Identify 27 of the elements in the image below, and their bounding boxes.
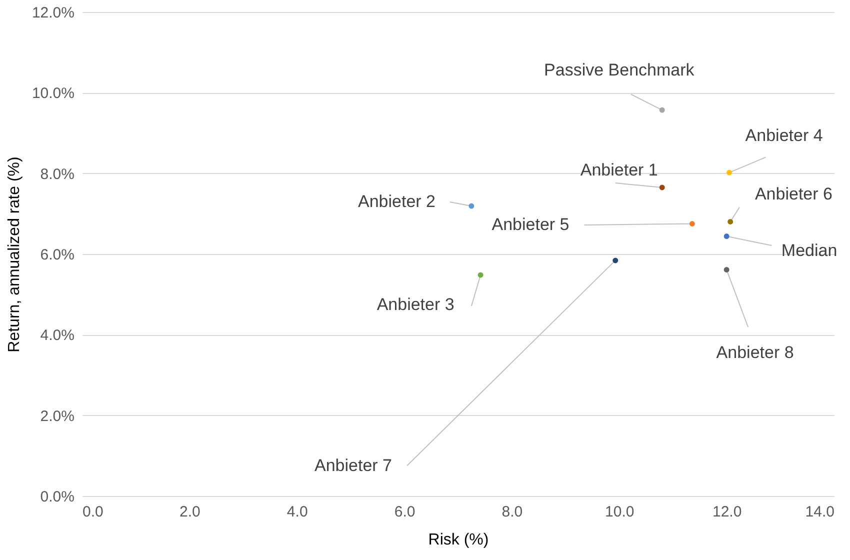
series-label: Anbieter 3 [376, 295, 454, 314]
y-tick-label: 12.0% [32, 4, 74, 22]
text: Anbieter 5 [492, 214, 570, 234]
series-label: Anbieter 2 [358, 192, 436, 211]
x-tick-label: 2.0 [180, 504, 200, 520]
text: Anbieter 7 [314, 456, 392, 475]
series-label: Anbieter 1 [580, 160, 658, 180]
y-axis-title: Return, annualized rate (%) [6, 156, 23, 352]
x-axis-title: Risk (%) [428, 532, 489, 548]
x-tick-label: 10.0 [605, 504, 634, 520]
text: Passive Benchmark [544, 60, 695, 80]
text: Median [781, 240, 838, 260]
x-tick-label: 6.0 [394, 504, 416, 520]
series-label: Anbieter 4 [745, 126, 823, 146]
series-label: Anbieter 6 [754, 184, 832, 204]
y-tick-label: 6.0% [40, 246, 74, 264]
x-tick-label: 4.0 [286, 504, 308, 520]
y-tick-label: 0.0% [40, 488, 74, 506]
x-tick-label: 8.0 [502, 504, 523, 520]
y-tick-label: 8.0% [40, 166, 74, 183]
y-tick-label: 4.0% [40, 327, 74, 344]
x-tick-label: 14.0 [805, 504, 834, 520]
y-tick-label: 10.0% [32, 85, 74, 102]
x-tick-label: 12.0 [712, 504, 742, 520]
text: Anbieter 8 [716, 343, 794, 362]
x-tick-label: 0.0 [82, 504, 104, 520]
y-tick-label: 2.0% [40, 408, 74, 425]
